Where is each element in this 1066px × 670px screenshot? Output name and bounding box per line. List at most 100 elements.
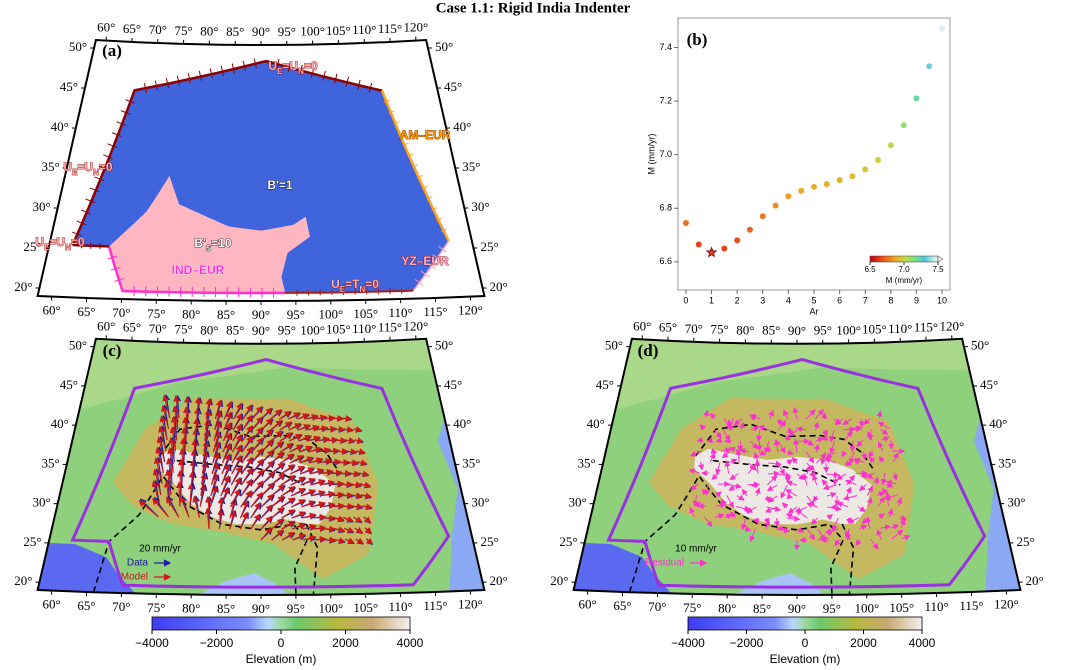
boundary-label: YZ–EUR	[401, 254, 449, 268]
model-arrow	[178, 447, 186, 474]
label-part: IND–EUR	[172, 263, 225, 277]
boundary	[71, 59, 383, 246]
model-arrow	[323, 525, 336, 533]
point	[939, 25, 946, 32]
lon-tick-label: 65°	[123, 320, 141, 335]
north-plains	[615, 338, 970, 410]
lon-tick-label: 75°	[147, 600, 165, 615]
boundary-label: UE=TN=0	[331, 277, 379, 293]
residual-arrow	[861, 517, 870, 525]
model-arrow	[260, 428, 274, 442]
boundary-tick	[310, 67, 315, 78]
model-arrow	[311, 501, 326, 508]
lon-tick-label: 110°	[388, 599, 412, 614]
model-arrow	[260, 460, 275, 475]
model-arrow	[302, 534, 317, 542]
boundary-tick	[431, 207, 438, 211]
model-arrow	[281, 509, 296, 519]
boundary-tick	[76, 220, 87, 226]
label-part: =0	[304, 59, 318, 73]
residual-arrow	[730, 511, 737, 519]
model-arrow	[260, 515, 273, 530]
point	[823, 181, 830, 188]
lat-tick-label: 25°	[1016, 534, 1034, 549]
lat-tick-label: 20°	[14, 279, 32, 294]
lat-tick-label: 30°	[568, 495, 586, 510]
model-arrow	[343, 415, 353, 422]
residual-arrow	[773, 517, 780, 528]
boundary-tick	[393, 121, 400, 125]
model-arrow	[312, 524, 327, 532]
lon-tick-label: 105°	[889, 600, 914, 615]
model-arrow	[179, 437, 187, 463]
boundary-tick	[231, 63, 235, 74]
x-tick-label: 1	[709, 295, 714, 305]
lon-tick-label: 120°	[994, 597, 1019, 612]
model-arrow	[280, 486, 296, 497]
model-arrow	[239, 511, 248, 530]
boundary-tick	[440, 228, 447, 232]
boundary-tick	[420, 270, 430, 278]
model-arrow	[169, 426, 177, 452]
label-part: =0	[99, 160, 113, 174]
model-arrow	[279, 432, 293, 442]
model-arrow	[152, 468, 162, 495]
lon-tick-label: 60°	[633, 318, 651, 333]
residual-arrow	[689, 506, 696, 518]
lon-tick-label: 65°	[77, 598, 95, 613]
boundary-tick	[81, 209, 91, 215]
lat-tick-label: 30°	[32, 495, 50, 510]
elevation-colorbar	[151, 616, 411, 631]
residual-arrow	[709, 413, 717, 420]
lon-tick-label: 65°	[123, 21, 141, 36]
model-arrow	[290, 487, 306, 497]
model-arrow	[222, 421, 232, 442]
boundary-tick	[276, 58, 280, 69]
boundary-tick	[114, 277, 125, 282]
model-arrow	[240, 467, 253, 486]
fault-line	[628, 474, 845, 595]
model-arrow	[344, 526, 355, 533]
residual-arrow	[794, 506, 808, 513]
residual-arrow	[704, 516, 713, 528]
residual-arrow	[834, 539, 841, 547]
boundary-tick	[388, 110, 395, 114]
lon-tick-label: 60°	[42, 303, 60, 318]
label-part: E	[340, 285, 346, 294]
lat-tick-label: 20°	[550, 573, 568, 588]
boundary-tick	[412, 164, 419, 168]
residual-arrow	[785, 513, 798, 519]
residual-arrow	[821, 479, 828, 486]
boundary-tick	[125, 99, 135, 104]
model-arrow	[210, 462, 220, 485]
lat-tick-label: 45°	[444, 377, 462, 392]
residual-arrow	[805, 409, 816, 420]
model-arrow	[231, 454, 242, 475]
y-axis-label: M (mm/yr)	[646, 134, 656, 175]
residual-arrow	[867, 429, 874, 441]
model-arrow	[250, 469, 264, 486]
residual-arrow	[829, 429, 836, 443]
boundary-tick	[432, 254, 442, 261]
model-arrow	[353, 426, 363, 433]
residual-arrow	[812, 495, 819, 503]
residual-arrow	[826, 492, 837, 498]
model-arrow	[164, 469, 172, 496]
lon-tick-label: 115°	[423, 598, 447, 613]
residual-arrow	[715, 437, 723, 444]
residual-arrow	[690, 483, 699, 491]
residual-arrow	[746, 506, 757, 514]
boundary-tick	[107, 255, 118, 260]
model-arrow	[324, 414, 336, 422]
residual-arrow	[787, 449, 794, 456]
residual-arrow	[706, 437, 714, 444]
lat-tick-label: 45°	[444, 79, 462, 94]
residual-arrow	[750, 425, 760, 432]
label-part: =10	[211, 236, 232, 250]
model-arrow	[363, 516, 372, 524]
label-part: =U	[77, 160, 93, 174]
model-arrow	[242, 404, 253, 420]
model-arrow	[251, 405, 263, 420]
lon-tick-label: 100°	[318, 306, 343, 321]
boundary-tick	[242, 60, 246, 71]
